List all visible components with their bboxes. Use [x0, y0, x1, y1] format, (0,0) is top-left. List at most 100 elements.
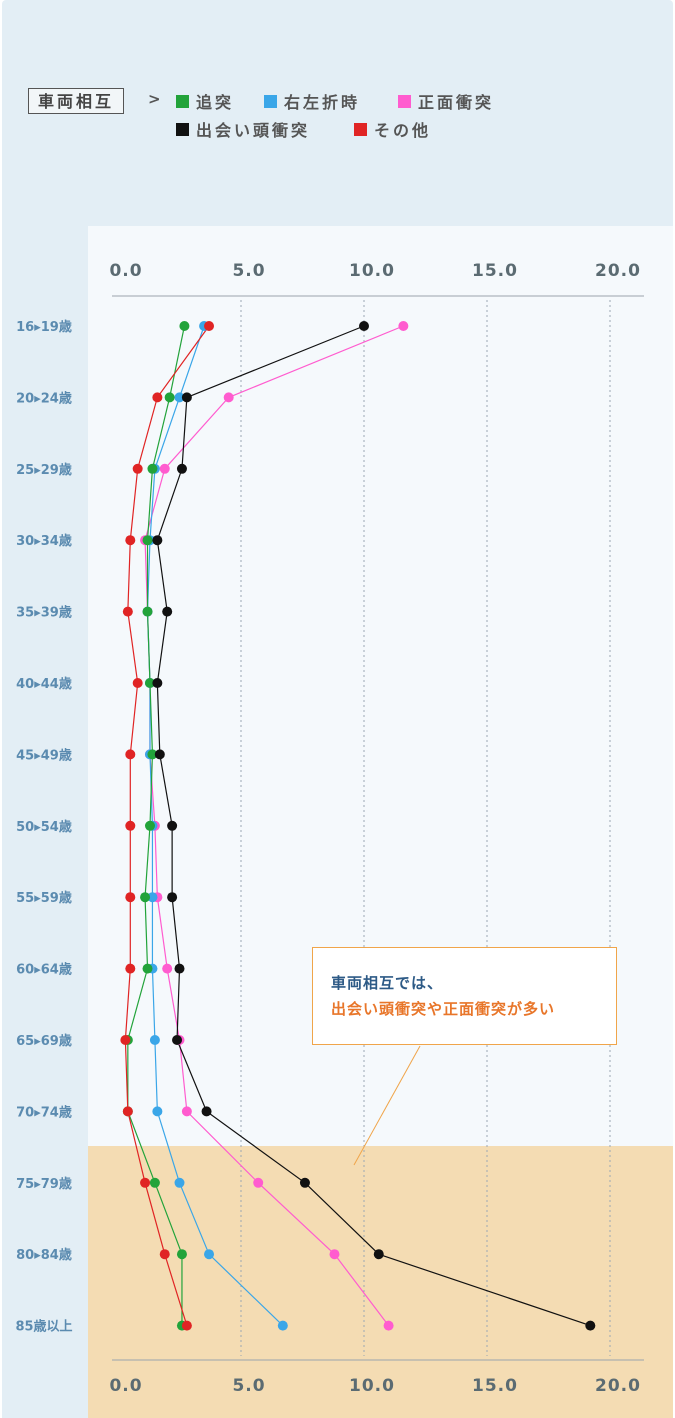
- legend-swatch: [354, 122, 367, 136]
- callout-line-1: 車両相互では、: [331, 974, 444, 992]
- data-point: [172, 1035, 183, 1045]
- series-line: [156, 325, 591, 1327]
- data-point: [253, 1177, 264, 1188]
- data-point: [125, 963, 136, 974]
- data-point: [142, 535, 153, 546]
- legend-label: 右左折時: [284, 93, 361, 112]
- data-point: [125, 749, 136, 760]
- data-point: [122, 606, 133, 617]
- data-point: [167, 820, 178, 831]
- elderly-highlight-band: [88, 1146, 673, 1418]
- data-point: [167, 892, 178, 903]
- x-tick-label-bottom: 0.0: [109, 1376, 142, 1396]
- x-tick-label-top: 15.0: [472, 261, 518, 281]
- data-point: [147, 463, 158, 474]
- data-point: [142, 963, 153, 974]
- data-point: [132, 463, 143, 474]
- y-category-label: 50▸54歳: [16, 819, 72, 835]
- y-category-label: 60▸64歳: [16, 962, 72, 978]
- data-point: [299, 1177, 310, 1188]
- x-tick-label-bottom: 20.0: [595, 1376, 641, 1396]
- data-point: [152, 1106, 163, 1117]
- data-point: [176, 1249, 187, 1260]
- x-tick-label-top: 0.0: [109, 261, 142, 281]
- data-point: [152, 678, 163, 688]
- series-line: [144, 325, 404, 1326]
- y-category-label: 75▸79歳: [16, 1176, 72, 1192]
- data-point: [329, 1249, 340, 1260]
- data-point: [373, 1249, 384, 1260]
- data-point: [125, 820, 136, 831]
- data-point: [159, 463, 170, 474]
- legend-label: 追突: [196, 93, 235, 112]
- data-point: [140, 892, 151, 903]
- data-point: [147, 749, 158, 760]
- data-point: [174, 963, 185, 974]
- legend-swatch: [176, 122, 189, 136]
- x-tick-label-top: 20.0: [595, 261, 641, 281]
- data-point: [122, 1106, 133, 1117]
- y-category-label: 70▸74歳: [16, 1104, 72, 1120]
- data-point: [585, 1320, 596, 1331]
- legend-arrow: >: [148, 90, 161, 108]
- legend-swatch: [398, 94, 411, 108]
- y-category-label: 20▸24歳: [16, 390, 72, 406]
- legend-item-other: その他: [354, 118, 431, 140]
- x-tick-label-bottom: 10.0: [349, 1376, 395, 1396]
- data-point: [144, 820, 155, 831]
- data-point: [159, 1249, 170, 1260]
- data-point: [132, 678, 143, 688]
- legend-item-rear-end: 追突: [176, 90, 234, 112]
- data-point: [140, 1177, 151, 1188]
- data-point: [149, 1177, 160, 1188]
- data-point: [162, 606, 173, 617]
- data-point: [181, 1320, 192, 1331]
- data-point: [174, 1177, 185, 1188]
- data-point: [149, 1035, 160, 1045]
- data-point: [174, 392, 185, 403]
- data-point: [176, 463, 187, 474]
- callout-line-2: 出会い頭衝突や正面衝突が多い: [331, 1000, 556, 1018]
- x-tick-label-bottom: 5.0: [232, 1376, 265, 1396]
- data-point: [152, 535, 163, 546]
- data-point: [181, 392, 192, 403]
- legend-swatch: [264, 94, 277, 108]
- legend-swatch: [176, 94, 189, 108]
- y-category-label: 30▸34歳: [16, 533, 72, 549]
- data-point: [142, 606, 153, 617]
- annotation-callout: 車両相互では、 出会い頭衝突や正面衝突が多い: [312, 947, 617, 1045]
- x-tick-label-bottom: 15.0: [472, 1376, 518, 1396]
- legend-title: 車両相互: [28, 88, 125, 114]
- legend-label: その他: [374, 121, 432, 140]
- data-point: [204, 321, 215, 331]
- data-point: [152, 392, 163, 403]
- x-tick-label-top: 5.0: [232, 261, 265, 281]
- data-point: [162, 963, 173, 974]
- data-point: [277, 1320, 288, 1331]
- callout-pointer: [353, 1045, 421, 1166]
- y-category-label: 16▸19歳: [16, 319, 72, 335]
- data-point: [164, 392, 175, 403]
- legend-item-head-on: 正面衝突: [398, 90, 494, 112]
- y-category-label: 40▸44歳: [16, 676, 72, 692]
- data-point: [120, 1035, 131, 1045]
- data-point: [179, 321, 190, 331]
- legend-label: 出会い頭衝突: [196, 121, 311, 140]
- data-point: [144, 678, 155, 688]
- data-point: [383, 1320, 394, 1331]
- y-category-label: 25▸29歳: [16, 462, 72, 478]
- age-label-column: [2, 226, 88, 1418]
- data-point: [125, 892, 136, 903]
- y-category-label: 35▸39歳: [16, 605, 72, 621]
- y-category-label: 65▸69歳: [16, 1033, 72, 1049]
- y-category-label: 55▸59歳: [16, 890, 72, 906]
- data-point: [201, 1106, 212, 1117]
- data-point: [147, 892, 158, 903]
- legend-item-turning: 右左折時: [264, 90, 360, 112]
- data-point: [204, 1249, 215, 1260]
- data-point: [181, 1106, 192, 1117]
- legend-item-crossing: 出会い頭衝突: [176, 118, 310, 140]
- data-point: [223, 392, 234, 403]
- y-category-label: 80▸84歳: [16, 1247, 72, 1263]
- data-point: [125, 535, 136, 546]
